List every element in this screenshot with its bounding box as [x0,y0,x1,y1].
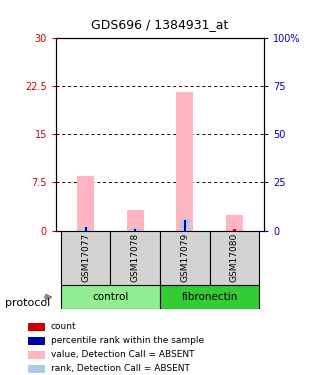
Bar [210,231,259,285]
Text: percentile rank within the sample: percentile rank within the sample [51,336,204,345]
Text: control: control [92,292,129,302]
Bar [226,214,243,231]
Bar [110,231,160,285]
Bar [81,227,91,231]
Bar [28,322,45,331]
Bar [176,92,193,231]
Text: GSM17079: GSM17079 [180,233,189,282]
Bar [84,230,87,231]
Bar [180,219,189,231]
Bar [184,220,186,231]
Text: GDS696 / 1384931_at: GDS696 / 1384931_at [91,18,229,31]
Bar [61,231,110,285]
Text: count: count [51,322,76,331]
Text: GSM17080: GSM17080 [230,233,239,282]
Bar [131,228,140,231]
Bar [134,230,137,231]
Bar [77,176,94,231]
Bar [61,285,160,309]
Bar [134,229,136,231]
Bar [28,351,45,359]
Text: rank, Detection Call = ABSENT: rank, Detection Call = ABSENT [51,364,190,373]
Text: GSM17077: GSM17077 [81,233,90,282]
Bar [160,231,210,285]
Bar [183,230,186,231]
Text: GSM17078: GSM17078 [131,233,140,282]
Text: fibronectin: fibronectin [181,292,238,302]
Bar [127,210,144,231]
Text: protocol: protocol [5,298,50,308]
Bar [85,227,87,231]
Bar [233,230,236,231]
Text: value, Detection Call = ABSENT: value, Detection Call = ABSENT [51,350,195,359]
Bar [28,337,45,345]
Bar [28,364,45,373]
Bar [160,285,259,309]
